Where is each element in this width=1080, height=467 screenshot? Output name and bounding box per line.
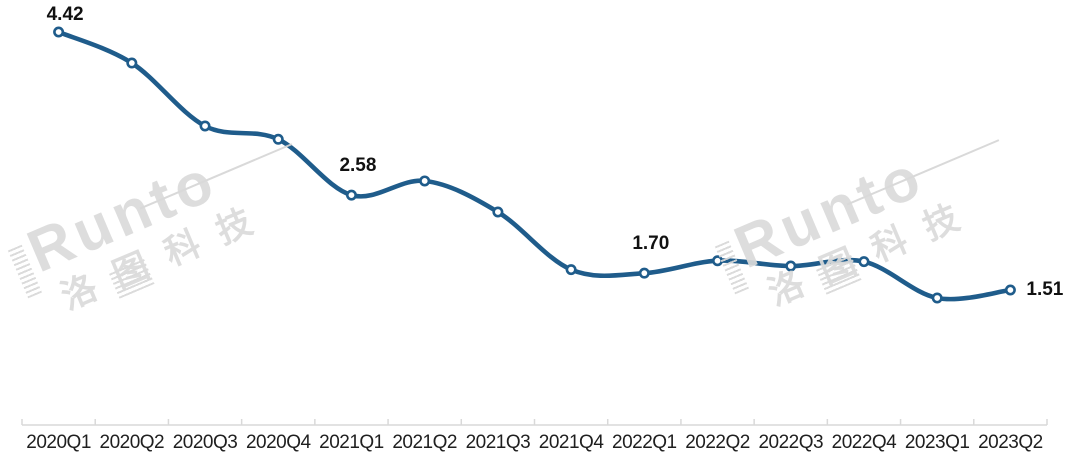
data-point-marker	[492, 206, 504, 218]
data-point-marker	[785, 260, 797, 272]
data-label: 1.70	[632, 233, 670, 255]
x-axis-label: 2021Q1	[319, 432, 384, 453]
x-axis-label: 2022Q2	[685, 432, 750, 453]
x-axis-label: 2022Q3	[758, 432, 824, 453]
data-point-marker	[565, 264, 577, 276]
data-label: 1.51	[1026, 279, 1064, 300]
x-axis-label: 2022Q1	[612, 432, 677, 453]
x-axis-label: 2021Q3	[465, 432, 531, 453]
data-point-marker	[126, 57, 138, 69]
x-axis-label: 2020Q4	[245, 432, 311, 453]
data-point-marker	[638, 267, 650, 279]
data-point-marker	[53, 26, 65, 38]
data-point-marker	[272, 133, 284, 145]
data-label: 2.58	[339, 155, 377, 177]
x-axis-label: 2020Q2	[99, 432, 165, 453]
x-axis-label: 2020Q1	[26, 432, 91, 453]
data-point-marker	[419, 175, 431, 187]
data-point-marker	[199, 120, 211, 132]
data-point-marker	[931, 292, 943, 304]
data-label: 4.42	[46, 4, 84, 25]
x-axis-label: 2022Q4	[831, 432, 897, 453]
x-axis-label: 2021Q4	[538, 432, 604, 453]
data-point-marker	[858, 256, 870, 268]
x-axis-label: 2023Q1	[904, 432, 970, 453]
x-axis-label: 2023Q2	[978, 432, 1043, 453]
x-axis-label: 2020Q3	[172, 432, 238, 453]
data-point-marker	[345, 189, 357, 201]
x-axis-label: 2021Q2	[392, 432, 457, 453]
data-point-marker	[1004, 284, 1016, 296]
data-point-marker	[712, 255, 724, 267]
